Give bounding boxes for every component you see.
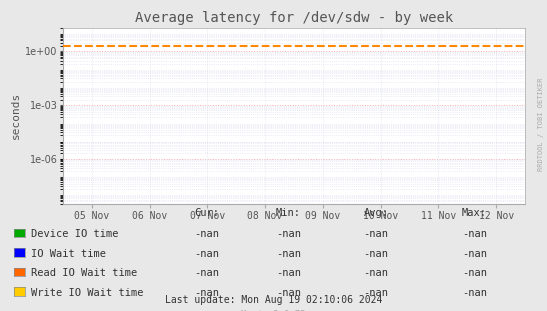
Text: -nan: -nan [462, 268, 487, 278]
Text: Write IO Wait time: Write IO Wait time [31, 288, 144, 298]
Text: -nan: -nan [363, 288, 388, 298]
Text: RRDTOOL / TOBI OETIKER: RRDTOOL / TOBI OETIKER [538, 78, 544, 171]
Text: Last update: Mon Aug 19 02:10:06 2024: Last update: Mon Aug 19 02:10:06 2024 [165, 295, 382, 305]
Text: Munin 2.0.73: Munin 2.0.73 [241, 310, 306, 311]
Text: -nan: -nan [276, 249, 301, 259]
Text: -nan: -nan [462, 229, 487, 239]
Text: -nan: -nan [194, 288, 219, 298]
Text: -nan: -nan [462, 249, 487, 259]
Text: Read IO Wait time: Read IO Wait time [31, 268, 137, 278]
Title: Average latency for /dev/sdw - by week: Average latency for /dev/sdw - by week [135, 12, 453, 26]
Text: Avg:: Avg: [363, 208, 388, 218]
Text: -nan: -nan [276, 288, 301, 298]
Text: -nan: -nan [462, 288, 487, 298]
Text: -nan: -nan [363, 268, 388, 278]
Y-axis label: seconds: seconds [11, 92, 21, 139]
Text: Max:: Max: [462, 208, 487, 218]
Text: Cur:: Cur: [194, 208, 219, 218]
Text: -nan: -nan [276, 268, 301, 278]
Text: IO Wait time: IO Wait time [31, 249, 106, 259]
Text: -nan: -nan [194, 249, 219, 259]
Text: -nan: -nan [276, 229, 301, 239]
Text: Min:: Min: [276, 208, 301, 218]
Text: -nan: -nan [363, 229, 388, 239]
Text: Device IO time: Device IO time [31, 229, 119, 239]
Text: -nan: -nan [363, 249, 388, 259]
Text: -nan: -nan [194, 268, 219, 278]
Text: -nan: -nan [194, 229, 219, 239]
